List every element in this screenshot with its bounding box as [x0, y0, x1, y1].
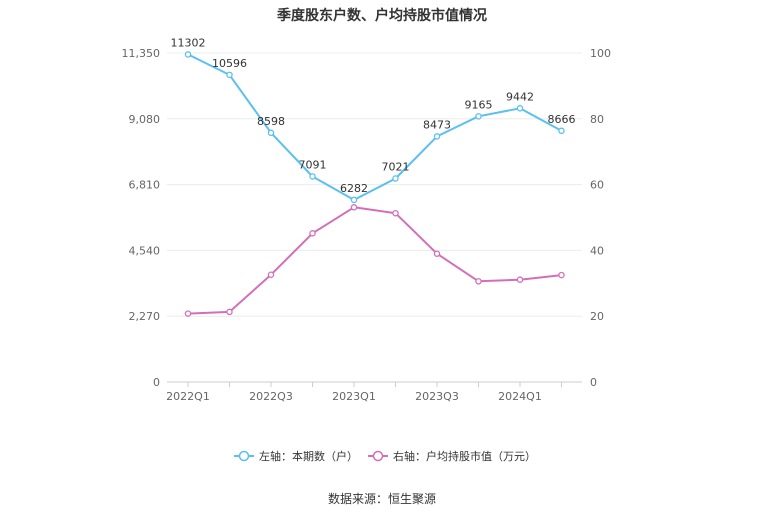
- series-point-0: [392, 175, 399, 182]
- data-label: 11302: [171, 36, 206, 49]
- legend-label: 左轴：本期数（户）: [259, 449, 358, 463]
- series-point-0: [184, 51, 192, 58]
- data-label: 6282: [340, 182, 368, 195]
- x-axis: 2022Q1 2022Q3 2023Q1 2023Q3 2024Q1: [166, 382, 562, 403]
- data-label: 9165: [465, 98, 493, 111]
- right-tick-label: 20: [590, 310, 604, 323]
- series-point-0: [558, 127, 565, 135]
- series-point-0: [475, 113, 482, 120]
- left-tick-label: 9,080: [129, 113, 161, 126]
- series-point-1: [267, 271, 275, 278]
- series-point-1: [433, 250, 441, 257]
- x-tick-label: 2023Q1: [332, 390, 376, 403]
- x-tick-label: 2024Q1: [498, 390, 542, 403]
- right-tick-label: 80: [590, 113, 604, 126]
- series-point-1: [475, 278, 482, 285]
- series-point-0: [433, 133, 441, 140]
- series-layer: 11302 10596 8598 7091 6282 7021 8473 9165 9442 86…: [171, 36, 576, 317]
- chart-title: 季度股东户数、户均持股市值情况: [276, 7, 487, 24]
- series-point-1: [350, 204, 358, 211]
- data-label: 7091: [299, 158, 327, 171]
- x-tick-label: 2023Q3: [415, 390, 459, 403]
- data-label: 8598: [257, 115, 285, 128]
- left-tick-label: 4,540: [129, 244, 161, 257]
- series-point-0: [226, 71, 233, 79]
- series-line-0: [187, 53, 562, 201]
- x-tick-label: 2022Q3: [249, 390, 293, 403]
- series-point-0: [350, 196, 358, 204]
- legend-label: 右轴：户均持股市值（万元）: [393, 449, 536, 463]
- data-label: 8666: [548, 113, 576, 126]
- right-tick-label: 40: [590, 244, 604, 257]
- right-tick-label: 100: [590, 47, 611, 60]
- source-note: 数据来源：恒生聚源: [328, 491, 436, 506]
- left-tick-label: 6,810: [129, 179, 161, 192]
- data-label: 10596: [212, 57, 247, 70]
- left-tick-label: 0: [153, 376, 160, 389]
- series-point-0: [516, 105, 524, 112]
- data-label: 9442: [506, 90, 534, 103]
- left-axis: 0 2,270 4,540 6,810 9,080 11,350: [122, 47, 161, 389]
- data-label: 7021: [382, 160, 410, 173]
- right-tick-label: 0: [590, 376, 597, 389]
- right-axis: 0 20 40 60 80 100: [590, 47, 611, 389]
- series-point-1: [516, 276, 524, 283]
- legend: 左轴：本期数（户） 右轴：户均持股市值（万元）: [234, 449, 536, 463]
- series-point-1: [309, 230, 316, 237]
- series-point-1: [558, 271, 565, 279]
- legend-marker: [238, 450, 250, 462]
- x-tick-label: 2022Q1: [166, 390, 210, 403]
- grid: [167, 52, 582, 383]
- series-point-1: [392, 209, 399, 217]
- right-tick-label: 60: [590, 179, 604, 192]
- series-point-1: [226, 308, 233, 316]
- left-tick-label: 11,350: [122, 47, 161, 60]
- legend-marker: [372, 450, 384, 462]
- left-tick-label: 2,270: [129, 310, 161, 323]
- series-point-0: [309, 173, 316, 180]
- data-label: 8473: [423, 118, 451, 131]
- series-line-1: [187, 206, 562, 315]
- series-point-1: [184, 310, 192, 317]
- series-point-0: [267, 129, 275, 137]
